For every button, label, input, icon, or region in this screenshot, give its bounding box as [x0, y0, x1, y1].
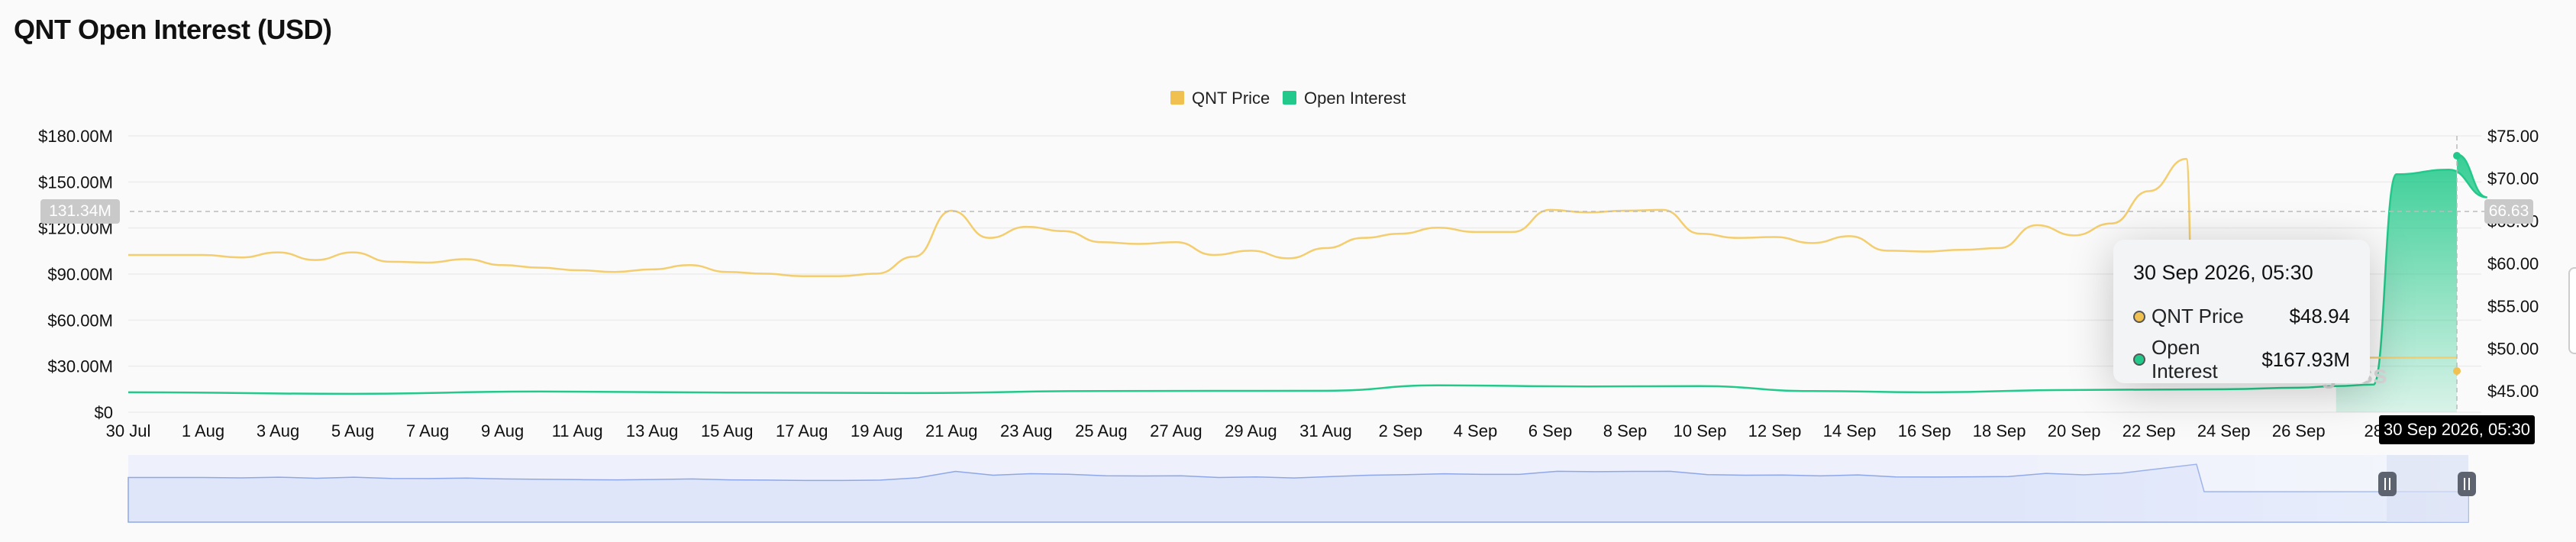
- legend-label-qnt-price: QNT Price: [1192, 89, 1270, 108]
- tooltip-dot-open-interest: [2133, 353, 2145, 366]
- open-interest-line: [128, 153, 2488, 395]
- y-right-tick-label: $55.00: [2487, 297, 2539, 316]
- y-left-tick-label: $180.00M: [38, 127, 113, 146]
- y-left-tick-label: $30.00M: [47, 357, 113, 376]
- page-title: QNT Open Interest (USD): [14, 14, 332, 45]
- legend-item-qnt-price[interactable]: QNT Price: [1170, 89, 1270, 108]
- y-left-tick-label: $90.00M: [47, 265, 113, 284]
- side-panel-tab[interactable]: [2568, 267, 2576, 354]
- x-tick-label: 8 Sep: [1603, 421, 1648, 440]
- x-tick-label: 9 Aug: [481, 421, 524, 440]
- y-right-tick-label: $70.00: [2487, 169, 2539, 189]
- x-tick-label: 16 Sep: [1898, 421, 1951, 440]
- y-axis-left: $180.00M$150.00M$120.00M$90.00M$60.00M$3…: [38, 127, 113, 422]
- tooltip-title: 30 Sep 2026, 05:30: [2133, 261, 2313, 284]
- y-left-tick-label: $60.00M: [47, 311, 113, 330]
- legend-item-open-interest[interactable]: Open Interest: [1283, 89, 1406, 108]
- x-tick-label: 14 Sep: [1823, 421, 1877, 440]
- legend-label-open-interest: Open Interest: [1304, 89, 1406, 108]
- y-right-tick-label: $75.00: [2487, 127, 2539, 146]
- x-tick-label: 19 Aug: [851, 421, 903, 440]
- legend-swatch-open-interest: [1283, 91, 1296, 105]
- x-tick-label: 5 Aug: [331, 421, 374, 440]
- navigator-handle-left[interactable]: [2378, 472, 2397, 496]
- tooltip-dot-qnt-price: [2133, 310, 2145, 323]
- x-tick-label: 23 Aug: [1000, 421, 1053, 440]
- legend-swatch-qnt-price: [1170, 91, 1184, 105]
- x-tick-label: 26 Sep: [2272, 421, 2326, 440]
- x-tick-label: 20 Sep: [2048, 421, 2101, 440]
- hover-point-open-interest: [2453, 152, 2461, 160]
- y-left-tick-label: $150.00M: [38, 173, 113, 192]
- tooltip-label-qnt-price: QNT Price: [2152, 305, 2244, 327]
- hover-point-qnt-price: [2453, 367, 2461, 375]
- x-tick-label: 10 Sep: [1674, 421, 1727, 440]
- x-tick-label: 17 Aug: [776, 421, 828, 440]
- x-axis: 30 Jul 1 Aug 3 Aug 5 Aug 7 Aug 9 Aug 11 Aug 13 …: [106, 421, 2383, 440]
- y-right-tick-label: $50.00: [2487, 339, 2539, 358]
- legend: QNT Price Open Interest: [1170, 89, 1406, 108]
- x-tick-label: 2 Sep: [1379, 421, 1423, 440]
- x-tick-label: 3 Aug: [257, 421, 299, 440]
- tooltip-value-open-interest: $167.93M: [2261, 347, 2350, 371]
- tooltip-row-open-interest: Open Interest $167.93M: [2133, 336, 2350, 383]
- x-tick-label: 4 Sep: [1454, 421, 1498, 440]
- y-right-tick-label: $45.00: [2487, 382, 2539, 401]
- crosshair-date-badge: 30 Sep 2026, 05:30: [2379, 415, 2535, 444]
- x-tick-label: 25 Aug: [1075, 421, 1128, 440]
- x-tick-label: 18 Sep: [1973, 421, 2026, 440]
- qnt-price-line: [128, 157, 2458, 359]
- x-tick-label: 22 Sep: [2122, 421, 2176, 440]
- tooltip-row-qnt-price: QNT Price $48.94: [2133, 305, 2350, 328]
- x-tick-label: 30 Jul: [106, 421, 151, 440]
- x-tick-label: 29 Aug: [1225, 421, 1277, 440]
- crosshair-left-value-badge: 131.34M: [40, 199, 120, 224]
- x-tick-label: 11 Aug: [552, 421, 603, 440]
- tooltip-value-qnt-price: $48.94: [2289, 305, 2350, 327]
- x-tick-label: 13 Aug: [626, 421, 679, 440]
- x-tick-label: 15 Aug: [701, 421, 754, 440]
- navigator-handle-right[interactable]: [2458, 472, 2476, 496]
- y-axis-right: $75.00$70.00$65.00$60.00$55.00$50.00$45.…: [2487, 127, 2539, 401]
- open-interest-area: [2336, 154, 2487, 412]
- x-tick-label: 21 Aug: [925, 421, 978, 440]
- x-tick-label: 7 Aug: [406, 421, 449, 440]
- navigator[interactable]: [128, 455, 2476, 523]
- x-tick-label: 6 Sep: [1528, 421, 1573, 440]
- x-tick-label: 27 Aug: [1150, 421, 1202, 440]
- x-tick-label: 31 Aug: [1299, 421, 1352, 440]
- crosshair-right-value-badge: 66.63: [2484, 199, 2533, 224]
- x-tick-label: 24 Sep: [2197, 421, 2251, 440]
- navigator-area: [128, 463, 2469, 523]
- tooltip-label-open-interest: Open Interest: [2152, 336, 2218, 382]
- x-tick-label: 12 Sep: [1748, 421, 1802, 440]
- y-left-tick-label: $0: [95, 403, 113, 422]
- y-right-tick-label: $60.00: [2487, 254, 2539, 273]
- grid-lines: [128, 135, 2481, 413]
- x-tick-label: 1 Aug: [182, 421, 224, 440]
- tooltip: 30 Sep 2026, 05:30 QNT Price $48.94 Open…: [2113, 240, 2370, 383]
